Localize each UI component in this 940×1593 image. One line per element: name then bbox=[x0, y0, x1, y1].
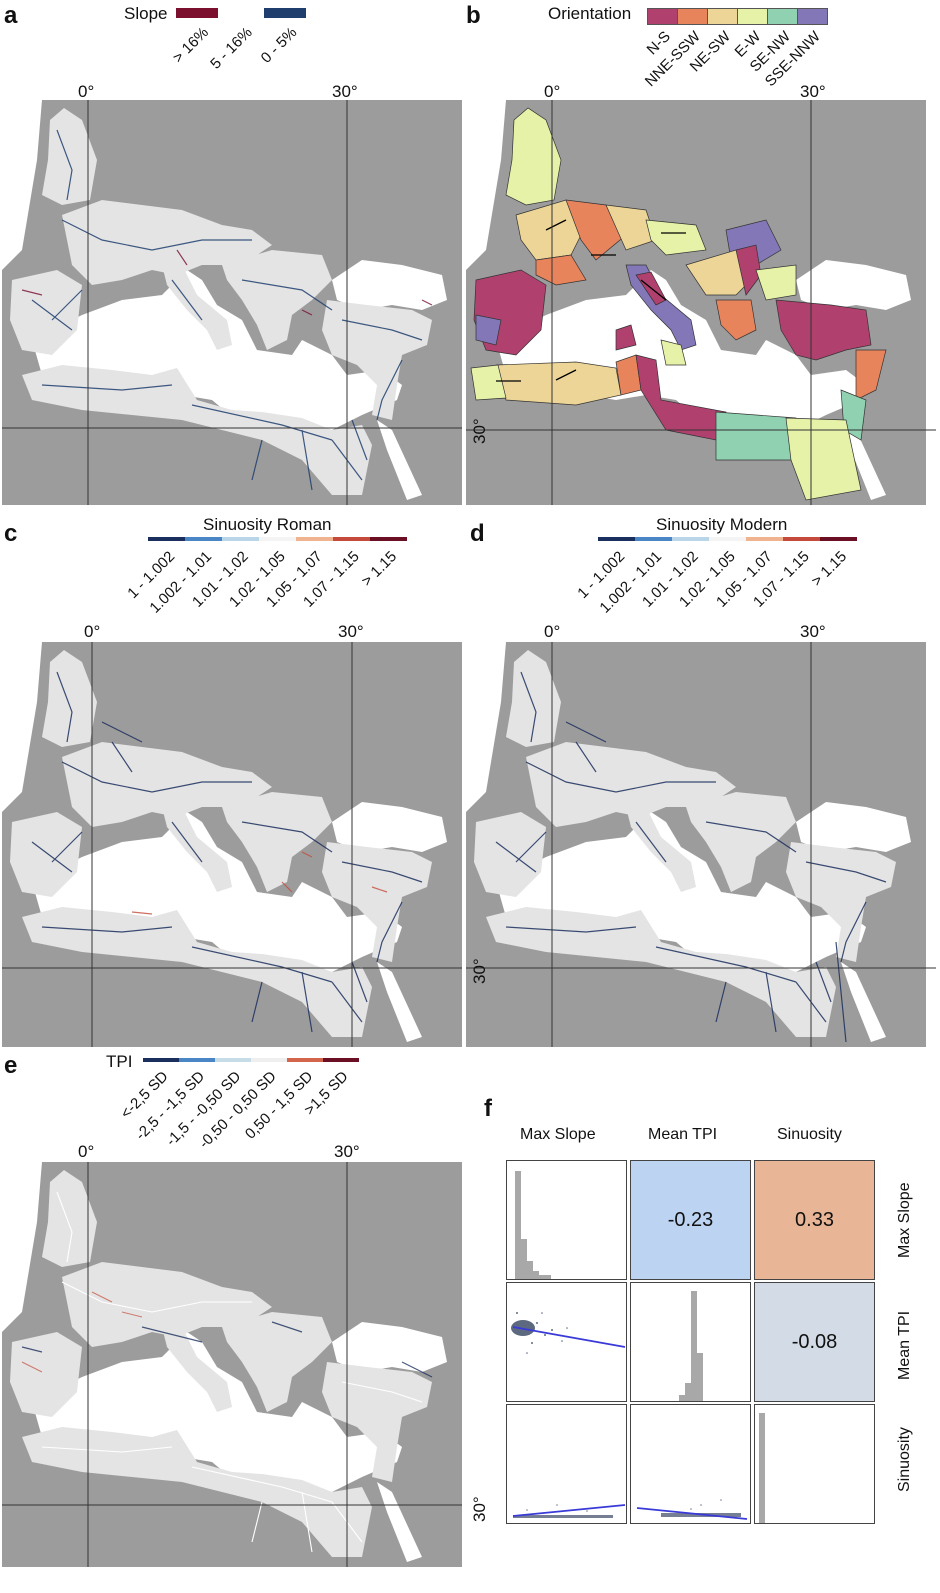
legend-swatch bbox=[222, 537, 259, 541]
map-panel-c bbox=[2, 642, 462, 1047]
panel-d-label: d bbox=[470, 520, 485, 547]
legend-swatch bbox=[783, 537, 820, 541]
histogram-max-slope bbox=[506, 1160, 627, 1280]
correlation-cell: -0.08 bbox=[754, 1282, 875, 1402]
orientation-swatch bbox=[797, 8, 828, 25]
column-label: Sinuosity bbox=[777, 1126, 842, 1143]
legend-swatch bbox=[287, 1058, 323, 1062]
legend-swatch bbox=[323, 1058, 359, 1062]
panel-a-label: a bbox=[4, 2, 18, 29]
sinuosity-modern-title: Sinuosity Modern bbox=[656, 515, 788, 534]
slope-swatch-low bbox=[264, 8, 306, 18]
legend-swatch bbox=[820, 537, 857, 541]
legend-swatch bbox=[148, 537, 185, 541]
longitude-label: 0° bbox=[84, 622, 101, 641]
latitude-label: 30° bbox=[470, 418, 489, 444]
row-label: Mean TPI bbox=[896, 1310, 913, 1380]
legend-swatch bbox=[179, 1058, 215, 1062]
scatter-sinuosity-vs-slope bbox=[506, 1404, 627, 1524]
correlation-cell: -0.23 bbox=[630, 1160, 751, 1280]
slope-legend-title: Slope bbox=[124, 4, 168, 23]
legend-swatch bbox=[143, 1058, 179, 1062]
panel-b-label: b bbox=[466, 2, 481, 29]
legend-swatch bbox=[259, 537, 296, 541]
orientation-legend-title: Orientation bbox=[548, 4, 632, 23]
column-label: Mean TPI bbox=[648, 1126, 718, 1143]
latitude-label: 30° bbox=[470, 1496, 489, 1522]
legend-swatch bbox=[333, 537, 370, 541]
column-label: Max Slope bbox=[520, 1126, 596, 1143]
slope-swatch-high bbox=[176, 8, 218, 18]
longitude-label: 0° bbox=[78, 82, 95, 101]
longitude-label: 30° bbox=[338, 622, 364, 641]
longitude-label: 30° bbox=[332, 82, 358, 101]
longitude-label: 0° bbox=[78, 1142, 95, 1161]
panel-e-label: e bbox=[4, 1052, 18, 1079]
panel-c-label: c bbox=[4, 520, 18, 547]
longitude-label: 30° bbox=[334, 1142, 360, 1161]
longitude-label: 30° bbox=[800, 82, 826, 101]
sinuosity-roman-title: Sinuosity Roman bbox=[203, 515, 332, 534]
legend-swatch bbox=[215, 1058, 251, 1062]
legend-swatch bbox=[746, 537, 783, 541]
scatter-tpi-vs-slope bbox=[506, 1282, 627, 1402]
map-panel-e bbox=[2, 1162, 462, 1567]
longitude-label: 30° bbox=[800, 622, 826, 641]
legend-swatch bbox=[709, 537, 746, 541]
longitude-label: 0° bbox=[544, 622, 561, 641]
latitude-label: 30° bbox=[470, 958, 489, 984]
tpi-legend-title: TPI bbox=[106, 1052, 133, 1071]
longitude-label: 0° bbox=[544, 82, 561, 101]
row-label: Sinuosity bbox=[896, 1427, 913, 1492]
slope-swatch-mid bbox=[220, 8, 262, 18]
legend-swatch bbox=[296, 537, 333, 541]
map-panel-a bbox=[2, 100, 462, 505]
panel-f-label: f bbox=[484, 1095, 492, 1122]
legend-swatch bbox=[672, 537, 709, 541]
legend-swatch bbox=[370, 537, 407, 541]
correlation-cell: 0.33 bbox=[754, 1160, 875, 1280]
legend-swatch bbox=[598, 537, 635, 541]
legend-swatch bbox=[635, 537, 672, 541]
histogram-mean-tpi bbox=[630, 1282, 751, 1402]
orientation-arrows bbox=[496, 219, 686, 382]
map-panel-d bbox=[466, 642, 936, 1047]
scatter-sinuosity-vs-tpi bbox=[630, 1404, 751, 1524]
histogram-sinuosity bbox=[754, 1404, 875, 1524]
row-label: Max Slope bbox=[896, 1182, 913, 1258]
map-panel-b bbox=[466, 100, 936, 505]
legend-swatch bbox=[185, 537, 222, 541]
legend-swatch bbox=[251, 1058, 287, 1062]
